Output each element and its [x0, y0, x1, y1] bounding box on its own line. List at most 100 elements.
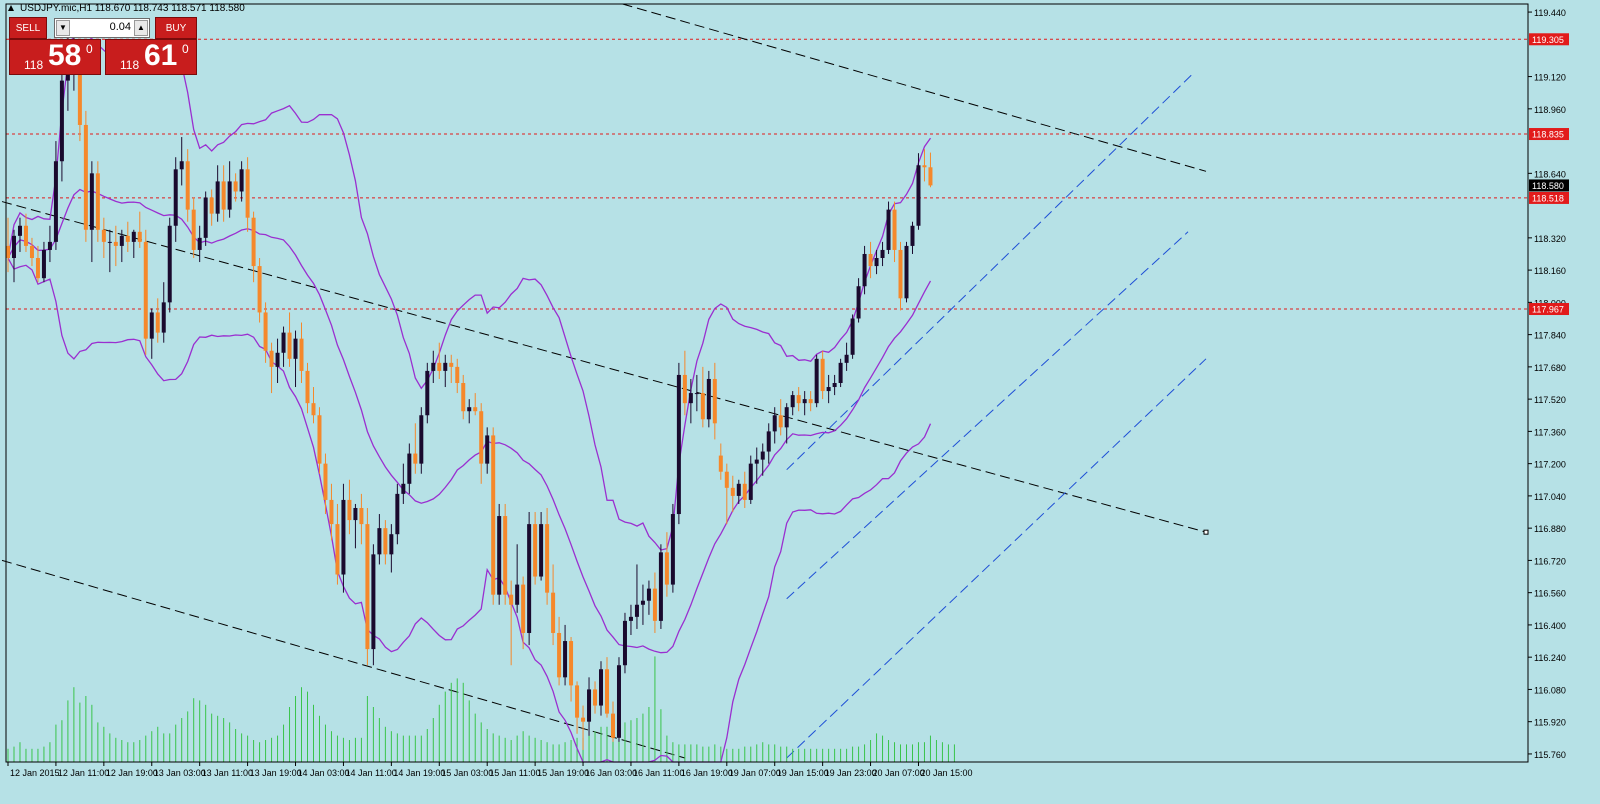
- candle-body: [443, 362, 448, 371]
- header-triangle-icon: [8, 5, 14, 11]
- candle-body: [275, 352, 280, 367]
- candle-body: [365, 524, 370, 650]
- time-axis-tick-label: 19 Jan 07:00: [729, 768, 781, 778]
- candle-body: [551, 592, 556, 633]
- lot-increase-arrow-icon[interactable]: ▲: [134, 20, 148, 36]
- bull-candle: [886, 201, 891, 254]
- lot-size-field[interactable]: ▼ 0.04 ▲: [54, 18, 150, 38]
- candle-body: [874, 258, 879, 267]
- price-labels: 119.305 118.835 118.580 118.518 117.967: [1529, 33, 1569, 316]
- candle-body: [437, 362, 442, 371]
- candle-body: [569, 641, 574, 686]
- candle-body: [886, 209, 891, 250]
- bear-candle: [251, 211, 256, 283]
- bull-candle: [377, 514, 382, 565]
- candle-body: [664, 552, 669, 585]
- bear-candle: [718, 443, 723, 480]
- price-axis-tick-label: 119.440: [1534, 8, 1566, 18]
- channel-lower-blue: [786, 358, 1207, 759]
- bull-candle: [646, 580, 651, 615]
- candle-body: [509, 594, 514, 605]
- candle-body: [676, 374, 681, 515]
- candle-body: [35, 258, 40, 279]
- time-axis-tick-label: 15 Jan 19:00: [537, 768, 589, 778]
- level-price-tag: [1529, 303, 1569, 316]
- bull-candle: [119, 229, 124, 263]
- bear-candle: [29, 237, 34, 267]
- buy-price-quote[interactable]: 118 61 0: [105, 39, 197, 75]
- candle-body: [712, 378, 717, 424]
- candle-body: [605, 669, 609, 714]
- candles: [6, 20, 933, 750]
- price-axis-tick-label: 115.920: [1534, 718, 1566, 728]
- bear-candle: [503, 503, 508, 605]
- bear-candle: [299, 322, 304, 383]
- bear-candle: [383, 520, 388, 565]
- bull-candle: [389, 524, 394, 573]
- price-axis-tick-label: 116.720: [1534, 556, 1566, 566]
- candle-body: [305, 370, 310, 404]
- bull-candle: [275, 338, 280, 383]
- bear-candle: [557, 616, 562, 686]
- lot-size-value[interactable]: 0.04: [109, 21, 131, 33]
- bull-candle: [485, 427, 490, 474]
- bull-candle: [419, 407, 424, 474]
- price-axis-tick-label: 118.320: [1534, 234, 1566, 244]
- price-tag-label: 117.967: [1532, 305, 1564, 315]
- candle-body: [149, 312, 154, 339]
- price-axis-tick-label: 116.560: [1534, 589, 1566, 599]
- bull-candle: [293, 330, 298, 388]
- time-axis-tick-label: 19 Jan 15:00: [777, 768, 829, 778]
- candle-body: [311, 403, 316, 416]
- price-axis-tick-label: 118.960: [1534, 105, 1566, 115]
- bull-candle: [395, 483, 400, 545]
- lot-decrease-arrow-icon[interactable]: ▼: [56, 20, 70, 36]
- bear-candle: [820, 350, 825, 400]
- candle-body: [23, 225, 28, 246]
- bull-candle: [802, 391, 807, 416]
- candle-body: [161, 302, 166, 333]
- candle-body: [742, 483, 747, 500]
- bull-candle: [910, 221, 915, 254]
- bull-candle: [628, 604, 633, 635]
- candle-body: [670, 514, 675, 585]
- candle-body: [317, 415, 322, 464]
- bull-candle: [41, 241, 46, 283]
- time-axis-tick-label: 20 Jan 07:00: [873, 768, 925, 778]
- buy-button[interactable]: BUY: [155, 17, 197, 39]
- bull-candle: [341, 483, 346, 593]
- sell-button[interactable]: SELL: [9, 17, 47, 39]
- bear-candle: [335, 503, 340, 585]
- price-axis-tick-label: 116.400: [1534, 621, 1566, 631]
- candle-body: [431, 362, 436, 371]
- bull-candle: [539, 512, 544, 581]
- candle-body: [802, 399, 807, 404]
- bull-candle: [658, 544, 663, 629]
- time-axis-tick-label: 20 Jan 15:00: [920, 768, 972, 778]
- candle-body: [263, 312, 268, 351]
- bull-candle: [215, 165, 220, 222]
- sell-price-big: 58: [48, 39, 82, 72]
- candle-body: [736, 483, 741, 496]
- bull-candle: [107, 229, 112, 273]
- bull-candle: [467, 399, 472, 424]
- time-axis-tick-label: 13 Jan 11:00: [202, 768, 253, 778]
- candle-body: [335, 524, 340, 575]
- bull-candle: [904, 241, 909, 303]
- candle-body: [137, 231, 142, 242]
- candle-body: [521, 584, 526, 633]
- candle-body: [916, 165, 921, 226]
- level-price-tag: [1529, 191, 1569, 204]
- price-axis-tick-label: 117.840: [1534, 331, 1566, 341]
- candle-body: [389, 534, 394, 555]
- price-axis-tick-label: 117.360: [1534, 427, 1566, 437]
- bear-candle: [6, 217, 10, 273]
- bull-candle: [587, 677, 592, 736]
- sell-price-quote[interactable]: 118 58 0: [9, 39, 101, 75]
- bull-candle: [515, 544, 520, 613]
- time-axis-tick-label: 19 Jan 23:00: [825, 768, 877, 778]
- level-price-tag: [1529, 128, 1569, 141]
